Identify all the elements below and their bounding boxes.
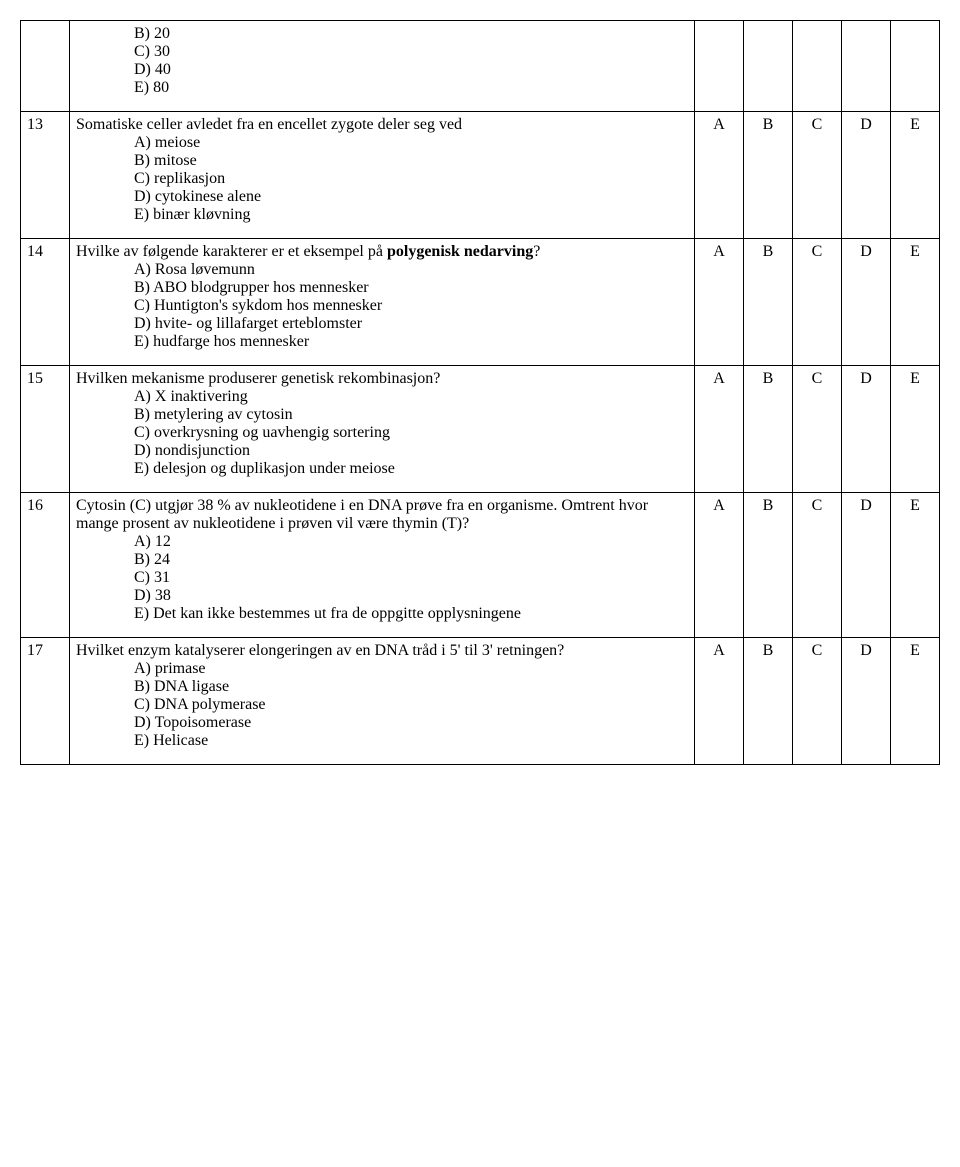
answer-cell: A [695, 239, 744, 366]
question-body-cell: Cytosin (C) utgjør 38 % av nukleotidene … [70, 493, 695, 638]
question-number-cell: 15 [21, 366, 70, 493]
answer-cell: C [793, 493, 842, 638]
answer-cell: A [695, 366, 744, 493]
question-body-cell: Somatiske celler avledet fra en encellet… [70, 112, 695, 239]
question-number-cell: 14 [21, 239, 70, 366]
answer-cell: D [842, 112, 891, 239]
answer-cell: B [744, 366, 793, 493]
option: E) Det kan ikke bestemmes ut fra de oppg… [134, 605, 688, 623]
question-body-cell: Hvilken mekanisme produserer genetisk re… [70, 366, 695, 493]
answer-cell [744, 21, 793, 112]
answer-cell: E [891, 493, 940, 638]
answer-cell: D [842, 493, 891, 638]
answer-cell [891, 21, 940, 112]
option: D) 40 [134, 61, 688, 79]
option: C) Huntigton's sykdom hos mennesker [134, 297, 688, 315]
question-body-cell: Hvilket enzym katalyserer elongeringen a… [70, 638, 695, 765]
option: D) 38 [134, 587, 688, 605]
option: E) delesjon og duplikasjon under meiose [134, 460, 688, 478]
stem-bold: polygenisk nedarving [387, 243, 533, 260]
answer-cell: B [744, 239, 793, 366]
answer-cell: C [793, 239, 842, 366]
answer-cell: A [695, 112, 744, 239]
table-row: B) 20 C) 30 D) 40 E) 80 [21, 21, 940, 112]
stem-part: Hvilke av følgende karakterer er et ekse… [76, 243, 387, 260]
option: B) ABO blodgrupper hos mennesker [134, 279, 688, 297]
answer-cell: B [744, 493, 793, 638]
option: C) DNA polymerase [134, 696, 688, 714]
table-row: 16 Cytosin (C) utgjør 38 % av nukleotide… [21, 493, 940, 638]
question-stem: Somatiske celler avledet fra en encellet… [76, 116, 688, 134]
answer-cell: D [842, 239, 891, 366]
question-stem: Hvilke av følgende karakterer er et ekse… [76, 243, 688, 261]
option: A) X inaktivering [134, 388, 688, 406]
answer-cell [842, 21, 891, 112]
option: D) nondisjunction [134, 442, 688, 460]
option: C) replikasjon [134, 170, 688, 188]
question-stem: Hvilket enzym katalyserer elongeringen a… [76, 642, 688, 660]
answer-cell: B [744, 638, 793, 765]
answer-cell: A [695, 493, 744, 638]
question-stem: Cytosin (C) utgjør 38 % av nukleotidene … [76, 497, 688, 533]
table-row: 14 Hvilke av følgende karakterer er et e… [21, 239, 940, 366]
option: A) Rosa løvemunn [134, 261, 688, 279]
option: B) 24 [134, 551, 688, 569]
question-stem: Hvilken mekanisme produserer genetisk re… [76, 370, 688, 388]
answer-cell: D [842, 366, 891, 493]
answer-cell: C [793, 366, 842, 493]
table-row: 17 Hvilket enzym katalyserer elongeringe… [21, 638, 940, 765]
question-body-cell: B) 20 C) 30 D) 40 E) 80 [70, 21, 695, 112]
answer-cell: C [793, 112, 842, 239]
option: D) cytokinese alene [134, 188, 688, 206]
option: C) 31 [134, 569, 688, 587]
question-number-cell [21, 21, 70, 112]
option: D) hvite- og lillafarget erteblomster [134, 315, 688, 333]
option: A) 12 [134, 533, 688, 551]
option: B) metylering av cytosin [134, 406, 688, 424]
table-row: 13 Somatiske celler avledet fra en encel… [21, 112, 940, 239]
answer-cell: E [891, 638, 940, 765]
option: C) 30 [134, 43, 688, 61]
stem-part: ? [533, 243, 540, 260]
question-number-cell: 17 [21, 638, 70, 765]
question-number-cell: 13 [21, 112, 70, 239]
option: A) primase [134, 660, 688, 678]
option: C) overkrysning og uavhengig sortering [134, 424, 688, 442]
option: B) mitose [134, 152, 688, 170]
question-number-cell: 16 [21, 493, 70, 638]
option: E) binær kløvning [134, 206, 688, 224]
option: B) 20 [134, 25, 688, 43]
answer-cell [695, 21, 744, 112]
question-table: B) 20 C) 30 D) 40 E) 80 13 Somatiske cel… [20, 20, 940, 765]
answer-cell [793, 21, 842, 112]
table-row: 15 Hvilken mekanisme produserer genetisk… [21, 366, 940, 493]
option: E) 80 [134, 79, 688, 97]
answer-cell: C [793, 638, 842, 765]
question-body-cell: Hvilke av følgende karakterer er et ekse… [70, 239, 695, 366]
option: E) hudfarge hos mennesker [134, 333, 688, 351]
answer-cell: E [891, 112, 940, 239]
answer-cell: E [891, 239, 940, 366]
answer-cell: B [744, 112, 793, 239]
answer-cell: A [695, 638, 744, 765]
option: B) DNA ligase [134, 678, 688, 696]
answer-cell: E [891, 366, 940, 493]
option: D) Topoisomerase [134, 714, 688, 732]
answer-cell: D [842, 638, 891, 765]
option: A) meiose [134, 134, 688, 152]
option: E) Helicase [134, 732, 688, 750]
